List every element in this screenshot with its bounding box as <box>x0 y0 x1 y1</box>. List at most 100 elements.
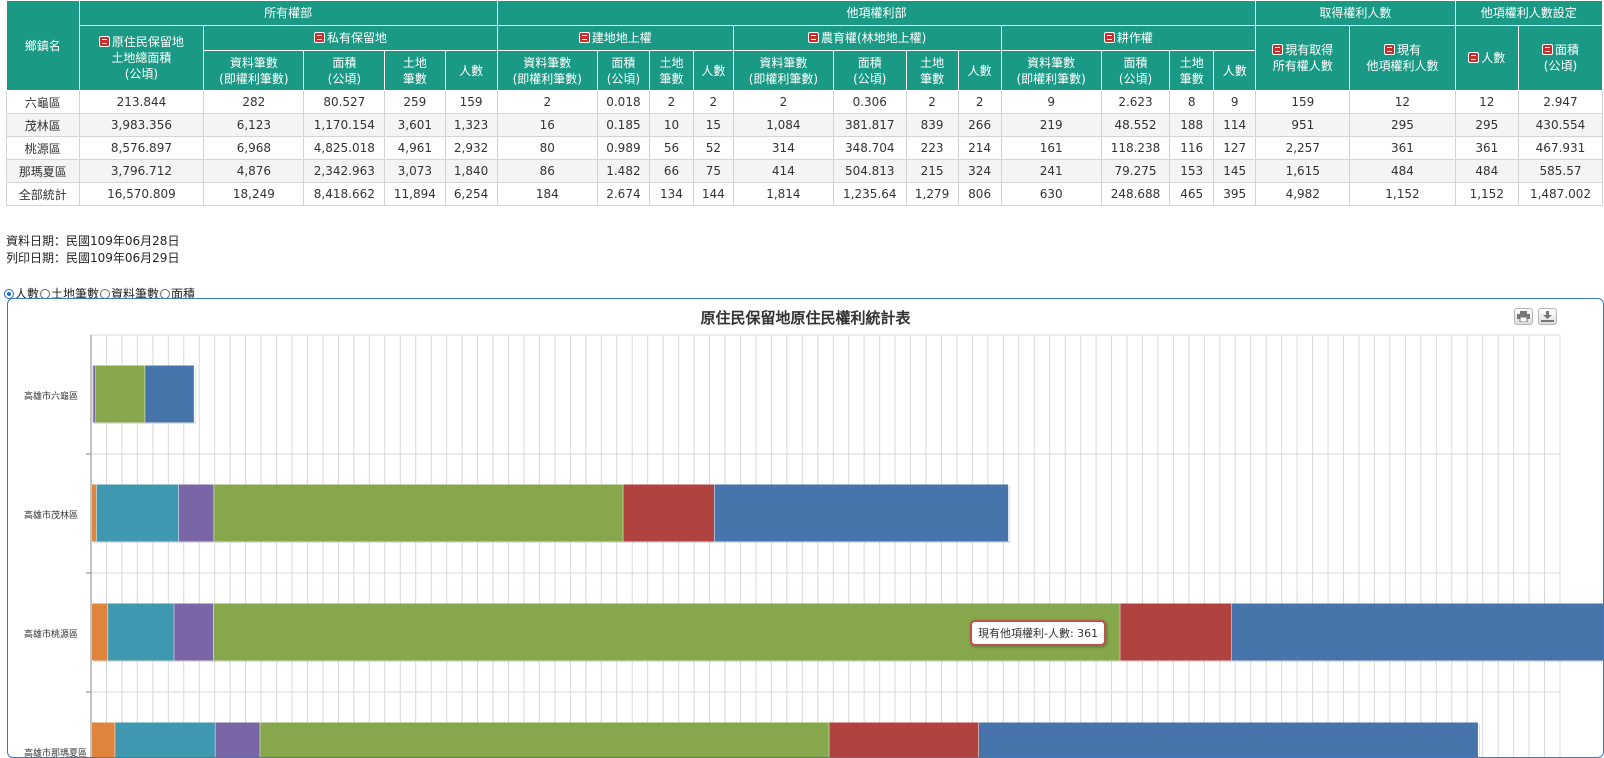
table-cell: 144 <box>693 183 733 206</box>
note-icon[interactable] <box>1384 44 1395 55</box>
note-icon[interactable] <box>579 32 590 43</box>
subheader-people: 人數 <box>445 51 497 91</box>
table-cell: 484 <box>1350 160 1455 183</box>
table-cell: 6,968 <box>204 137 304 160</box>
print-date: 列印日期：民國109年06月29日 <box>6 250 179 267</box>
category-label: 高雄市桃源區 <box>24 627 78 640</box>
header-cultivation[interactable]: 耕作權 <box>1001 26 1256 51</box>
bar-segment <box>108 604 174 661</box>
table-cell: 6,254 <box>445 183 497 206</box>
header-other-setting: 他項權利人數設定 <box>1455 1 1602 26</box>
subheader-parcels: 土地 筆數 <box>906 51 958 91</box>
bar-segment <box>260 723 829 758</box>
table-cell: 80 <box>497 137 597 160</box>
header-set-area[interactable]: 面積 (公頃) <box>1518 26 1602 91</box>
table-cell: 295 <box>1455 114 1518 137</box>
note-icon[interactable] <box>314 32 325 43</box>
table-cell: 1,170.154 <box>304 114 385 137</box>
bar-segment <box>97 485 179 542</box>
table-cell: 0.018 <box>597 91 649 114</box>
table-cell: 2.674 <box>597 183 649 206</box>
note-icon[interactable] <box>1468 52 1479 63</box>
table-cell: 241 <box>1001 160 1101 183</box>
header-private-reserved[interactable]: 私有保留地 <box>204 26 497 51</box>
header-agri[interactable]: 農育權(林地地上權) <box>733 26 1001 51</box>
subheader-people: 人數 <box>693 51 733 91</box>
header-superficies[interactable]: 建地地上權 <box>497 26 733 51</box>
table-cell: 3,601 <box>385 114 445 137</box>
radio-button[interactable] <box>160 289 170 299</box>
header-ownership: 所有權部 <box>79 1 497 26</box>
subheader-parcels: 土地 筆數 <box>385 51 445 91</box>
radio-button[interactable] <box>40 289 50 299</box>
subheader-records: 資料筆數 (即權利筆數) <box>204 51 304 91</box>
header-current-other[interactable]: 現有 他項權利人數 <box>1350 26 1455 91</box>
data-date: 資料日期：民國109年06月28日 <box>6 233 179 250</box>
table-cell: 2 <box>958 91 1001 114</box>
table-cell: 314 <box>733 137 833 160</box>
header-current-owners[interactable]: 現有取得 所有權人數 <box>1256 26 1350 91</box>
category-label: 高雄市六龜區 <box>24 389 78 402</box>
table-cell: 134 <box>649 183 693 206</box>
table-cell: 630 <box>1001 183 1101 206</box>
bar-segment <box>174 604 213 661</box>
table-cell: 159 <box>445 91 497 114</box>
district-name-cell: 桃源區 <box>7 137 80 160</box>
table-cell: 1,615 <box>1256 160 1350 183</box>
note-icon[interactable] <box>1272 44 1283 55</box>
table-cell: 467.931 <box>1518 137 1602 160</box>
table-cell: 145 <box>1214 160 1256 183</box>
bar-segment <box>92 723 115 758</box>
table-cell: 2 <box>733 91 833 114</box>
header-set-people[interactable]: 人數 <box>1455 26 1518 91</box>
table-cell: 79.275 <box>1101 160 1169 183</box>
table-cell: 12 <box>1455 91 1518 114</box>
note-icon[interactable] <box>99 36 110 47</box>
table-cell: 2,342.963 <box>304 160 385 183</box>
table-cell: 324 <box>958 160 1001 183</box>
note-icon[interactable] <box>1104 32 1115 43</box>
table-cell: 348.704 <box>833 137 906 160</box>
subheader-parcels: 土地 筆數 <box>1170 51 1214 91</box>
bar-segment <box>215 723 260 758</box>
radio-button[interactable] <box>4 289 14 299</box>
table-cell: 52 <box>693 137 733 160</box>
subheader-records: 資料筆數 (即權利筆數) <box>1001 51 1101 91</box>
table-cell: 0.989 <box>597 137 649 160</box>
table-cell: 2 <box>906 91 958 114</box>
table-cell: 188 <box>1170 114 1214 137</box>
note-icon[interactable] <box>1542 44 1553 55</box>
report-dates: 資料日期：民國109年06月28日 列印日期：民國109年06月29日 <box>6 233 179 267</box>
table-cell: 1,084 <box>733 114 833 137</box>
chart-tooltip: 現有他項權利-人數: 361 <box>970 620 1106 646</box>
table-cell: 0.185 <box>597 114 649 137</box>
table-cell: 8 <box>1170 91 1214 114</box>
table-cell: 2 <box>497 91 597 114</box>
district-name-cell: 六龜區 <box>7 91 80 114</box>
bar-segment <box>623 485 714 542</box>
table-cell: 1,487.002 <box>1518 183 1602 206</box>
table-cell: 259 <box>385 91 445 114</box>
header-acquired: 取得權利人數 <box>1256 1 1455 26</box>
note-icon[interactable] <box>808 32 819 43</box>
bar-segment <box>179 485 214 542</box>
table-cell: 1,152 <box>1350 183 1455 206</box>
bar-segment <box>979 723 1478 758</box>
table-cell: 184 <box>497 183 597 206</box>
table-cell: 2 <box>649 91 693 114</box>
table-cell: 3,073 <box>385 160 445 183</box>
radio-button[interactable] <box>100 289 110 299</box>
table-cell: 48.552 <box>1101 114 1169 137</box>
table-cell: 56 <box>649 137 693 160</box>
header-district: 鄉鎮名 <box>7 1 80 91</box>
table-cell: 9 <box>1214 91 1256 114</box>
table-cell: 1,235.64 <box>833 183 906 206</box>
table-cell: 10 <box>649 114 693 137</box>
bar-segment <box>1120 604 1232 661</box>
header-reserved-land[interactable]: 原住民保留地土地總面積 (公頃) <box>79 26 204 91</box>
district-name-cell: 那瑪夏區 <box>7 160 80 183</box>
